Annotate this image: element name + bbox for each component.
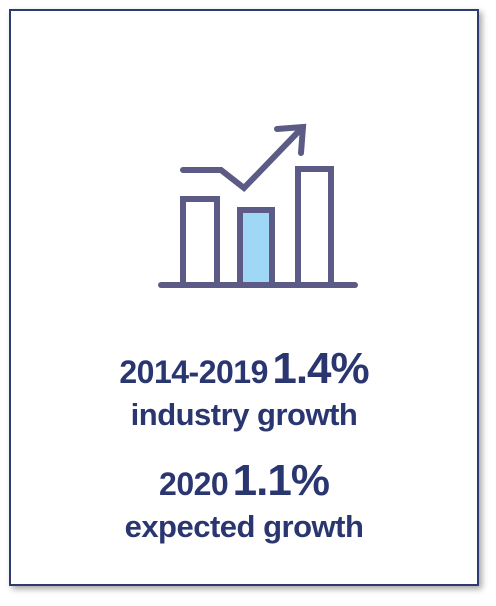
stat-2020-headline: 2020 1.1%: [11, 459, 477, 503]
growth-card: 2014-2019 1.4% industry growth 2020 1.1%…: [9, 9, 479, 586]
stat-period: 2020: [159, 466, 229, 502]
stat-value: 1.4%: [272, 344, 369, 393]
bar-chart-growth-icon: [158, 123, 358, 288]
stat-label: expected growth: [124, 509, 364, 544]
stat-label: industry growth: [130, 397, 358, 432]
stat-value: 1.1%: [232, 456, 330, 505]
stat-period: 2014-2019: [119, 354, 268, 390]
stat-2014-2019-headline: 2014-2019 1.4%: [11, 347, 477, 391]
